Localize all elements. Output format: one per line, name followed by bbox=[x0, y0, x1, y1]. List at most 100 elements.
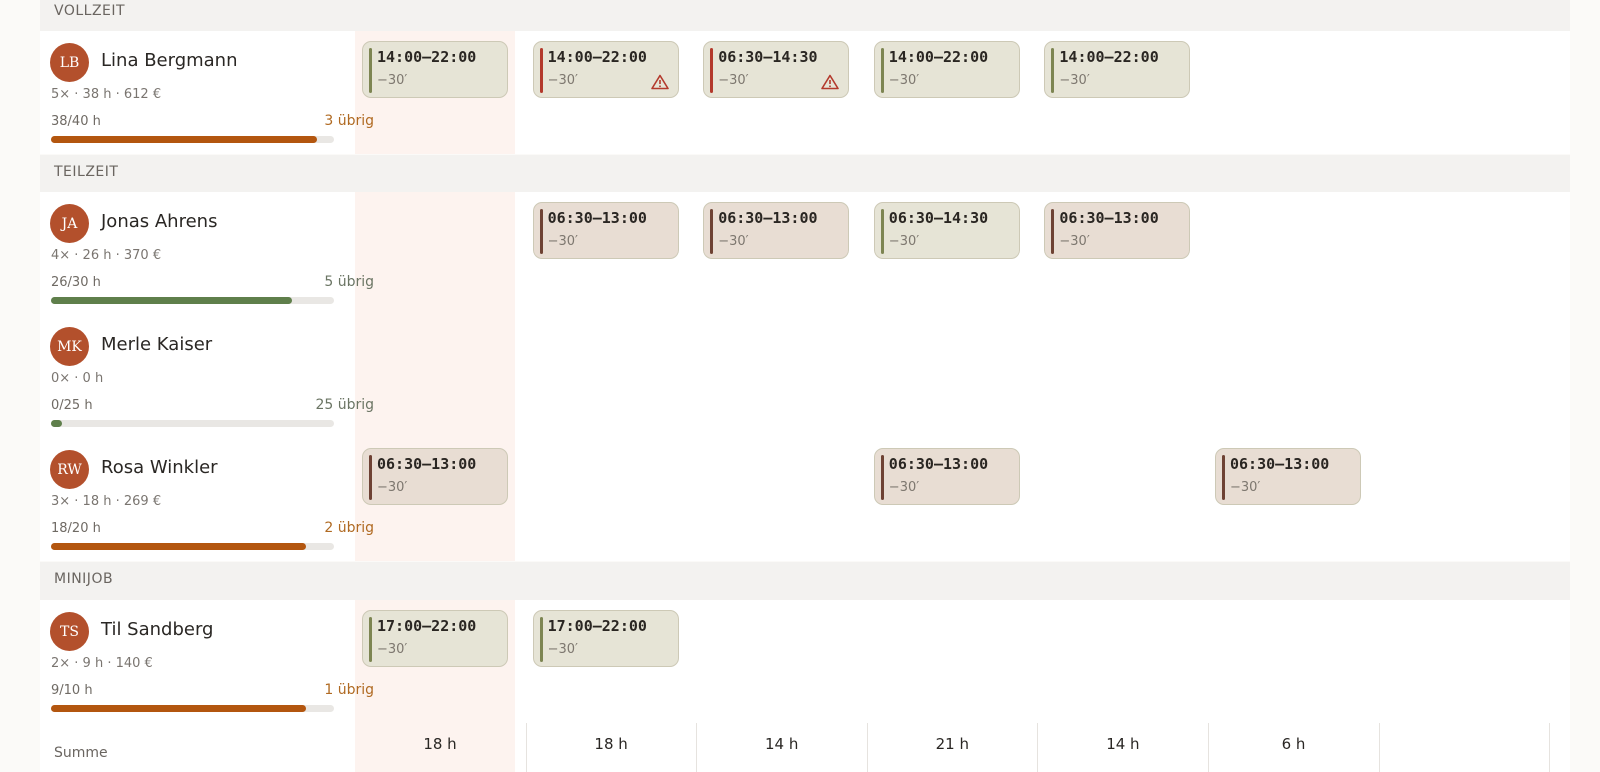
shift-card[interactable]: 14:00–22:00 −30′ bbox=[873, 41, 1020, 98]
today-column bbox=[355, 192, 515, 315]
shift-break: −30′ bbox=[1230, 480, 1261, 495]
shift-card[interactable]: 14:00–22:00 −30′ bbox=[362, 41, 508, 98]
day-total: 6 h bbox=[1208, 723, 1378, 772]
shift-status-bar bbox=[1051, 209, 1055, 254]
day-total: 21 h bbox=[866, 723, 1037, 772]
section-header: TEILZEIT bbox=[40, 155, 1570, 192]
shift-time: 06:30–13:00 bbox=[718, 209, 818, 227]
hours-progress-fill bbox=[51, 543, 306, 550]
shift-card[interactable]: 14:00–22:00 −30′ bbox=[532, 41, 679, 98]
employee-stats: 5× · 38 h · 612 € bbox=[51, 87, 162, 102]
hours: 18/20 h bbox=[51, 521, 101, 536]
shift-time: 06:30–14:30 bbox=[888, 209, 989, 227]
shift-card[interactable]: 06:30–14:30 −30′ bbox=[703, 41, 850, 98]
section-title: TEILZEIT bbox=[54, 164, 119, 180]
shift-time: 14:00–22:00 bbox=[547, 48, 647, 66]
avatar: MK bbox=[50, 327, 89, 366]
employee-name: Merle Kaiser bbox=[101, 334, 213, 355]
shift-break: −30′ bbox=[718, 234, 749, 249]
shift-break: −30′ bbox=[718, 73, 749, 88]
shift-card[interactable]: 06:30–13:00 −30′ bbox=[1215, 448, 1361, 505]
employee-stats: 3× · 18 h · 269 € bbox=[51, 494, 162, 509]
hours-progress-fill bbox=[51, 136, 318, 143]
day-total: 18 h bbox=[423, 735, 457, 753]
section-header: MINIJOB bbox=[40, 562, 1570, 600]
shift-status-bar bbox=[369, 617, 372, 662]
employee-row: JA Jonas Ahrens 4× · 26 h · 370 € 26/30 h 5 … bbox=[40, 192, 1570, 315]
shift-status-bar bbox=[369, 48, 372, 93]
employee-name: Jonas Ahrens bbox=[101, 211, 218, 232]
hours-progress bbox=[51, 705, 334, 712]
shift-break: −30′ bbox=[1059, 234, 1090, 249]
shift-status-bar bbox=[369, 455, 372, 500]
summary-label: Summe bbox=[54, 745, 108, 761]
shift-card[interactable]: 06:30–13:00 −30′ bbox=[362, 448, 508, 505]
employee-stats: 0× · 0 h bbox=[51, 371, 104, 386]
section-title: VOLLZEIT bbox=[54, 3, 126, 19]
shift-break: −30′ bbox=[547, 73, 578, 88]
shift-time: 06:30–13:00 bbox=[547, 209, 647, 227]
remaining: 1 übrig bbox=[324, 682, 374, 698]
shift-card[interactable]: 14:00–22:00 −30′ bbox=[1044, 41, 1191, 98]
hours-progress bbox=[51, 297, 334, 304]
shift-status-bar bbox=[539, 209, 543, 254]
shift-status-bar bbox=[1222, 455, 1225, 500]
shift-time: 06:30–13:00 bbox=[1230, 455, 1330, 473]
hours: 0/25 h bbox=[51, 398, 93, 413]
hours-progress-fill bbox=[51, 297, 292, 304]
employee-row: TS Til Sandberg 2× · 9 h · 140 € 9/10 h 1 üb… bbox=[40, 600, 1570, 723]
hours: 26/30 h bbox=[51, 275, 101, 290]
warning-icon bbox=[821, 74, 839, 90]
shift-status-bar bbox=[880, 455, 884, 500]
employee-stats: 2× · 9 h · 140 € bbox=[51, 656, 153, 671]
employee-row: LB Lina Bergmann 5× · 38 h · 612 € 38/40 h 3… bbox=[40, 31, 1570, 154]
shift-card[interactable]: 17:00–22:00 −30′ bbox=[362, 610, 508, 667]
shift-card[interactable]: 06:30–13:00 −30′ bbox=[873, 448, 1020, 505]
shift-break: −30′ bbox=[377, 480, 408, 495]
hours-progress bbox=[51, 420, 334, 427]
day-total: 14 h bbox=[696, 723, 866, 772]
hours: 38/40 h bbox=[51, 114, 101, 129]
shift-card[interactable]: 06:30–13:00 −30′ bbox=[703, 202, 850, 259]
hours-progress-fill bbox=[51, 420, 63, 427]
section-header: VOLLZEIT bbox=[40, 0, 1570, 31]
employee-name: Rosa Winkler bbox=[101, 457, 218, 478]
day-total: 14 h bbox=[1037, 723, 1207, 772]
shift-status-bar bbox=[880, 209, 884, 254]
shift-card[interactable]: 06:30–13:00 −30′ bbox=[1044, 202, 1191, 259]
shift-break: −30′ bbox=[377, 642, 408, 657]
today-column bbox=[355, 315, 515, 438]
shift-card[interactable]: 17:00–22:00 −30′ bbox=[532, 610, 679, 667]
employee-row: MK Merle Kaiser 0× · 0 h 0/25 h 25 übrig bbox=[40, 315, 1570, 438]
hours: 9/10 h bbox=[51, 683, 93, 698]
shift-time: 14:00–22:00 bbox=[377, 48, 477, 66]
remaining: 5 übrig bbox=[324, 274, 374, 290]
shift-break: −30′ bbox=[888, 480, 920, 495]
shift-time: 17:00–22:00 bbox=[377, 617, 477, 635]
shift-time: 06:30–13:00 bbox=[377, 455, 477, 473]
remaining: 2 übrig bbox=[324, 520, 374, 536]
shift-time: 14:00–22:00 bbox=[1059, 48, 1159, 66]
shift-break: −30′ bbox=[547, 234, 578, 249]
employee-name: Lina Bergmann bbox=[101, 50, 238, 71]
shift-card[interactable]: 06:30–14:30 −30′ bbox=[873, 202, 1020, 259]
remaining: 3 übrig bbox=[324, 113, 374, 129]
shift-time: 06:30–13:00 bbox=[888, 455, 989, 473]
shift-status-bar bbox=[880, 48, 884, 93]
avatar: LB bbox=[50, 43, 89, 82]
shift-time: 17:00–22:00 bbox=[547, 617, 647, 635]
day-total: 18 h bbox=[525, 723, 696, 772]
shift-break: −30′ bbox=[547, 642, 578, 657]
shift-break: −30′ bbox=[377, 73, 408, 88]
shift-card[interactable]: 06:30–13:00 −30′ bbox=[532, 202, 679, 259]
shift-status-bar bbox=[710, 48, 714, 93]
avatar: TS bbox=[50, 612, 89, 651]
shift-status-bar bbox=[710, 209, 714, 254]
employee-name: Til Sandberg bbox=[101, 619, 214, 640]
shift-time: 06:30–14:30 bbox=[718, 48, 818, 66]
avatar: RW bbox=[50, 450, 89, 489]
hours-progress bbox=[51, 136, 334, 143]
